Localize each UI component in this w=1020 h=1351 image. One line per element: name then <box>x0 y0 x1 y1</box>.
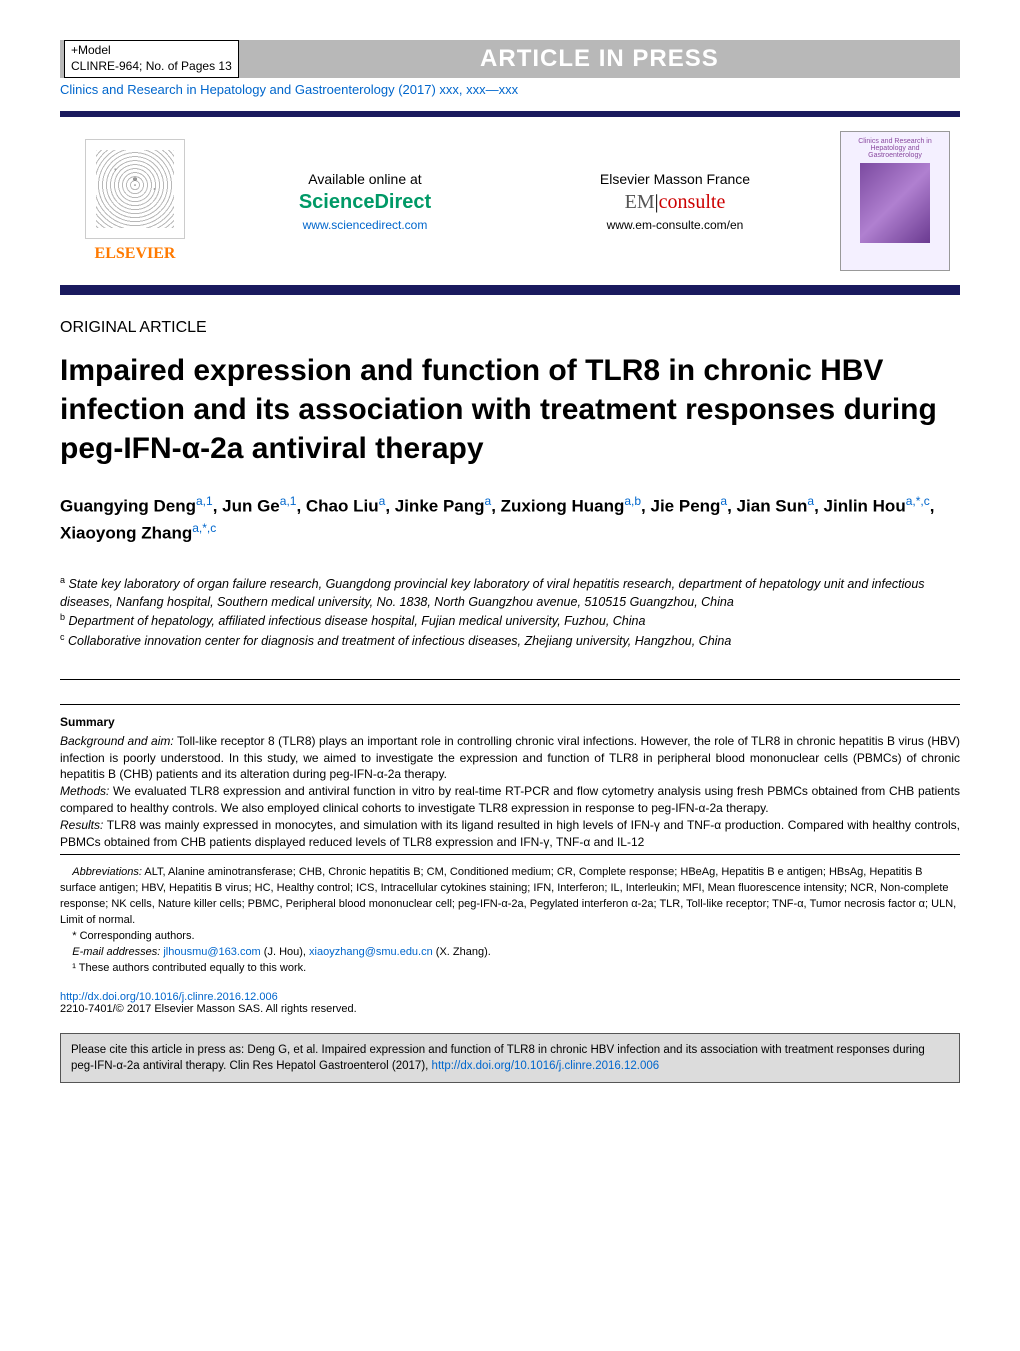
emconsulte-url[interactable]: www.em-consulte.com/en <box>530 218 820 232</box>
consulte-text: consulte <box>659 191 726 213</box>
summary-body: Background and aim: Toll-like receptor 8… <box>60 733 960 851</box>
page: +Model CLINRE-964; No. of Pages 13 ARTIC… <box>0 0 1020 1123</box>
affiliation-a: a State key laboratory of organ failure … <box>60 574 960 611</box>
journal-cover-thumbnail: Clinics and Research in Hepatology and G… <box>840 131 950 271</box>
model-line2: CLINRE-964; No. of Pages 13 <box>71 59 232 75</box>
sciencedirect-logo: ScienceDirect <box>220 191 510 214</box>
available-online-label: Available online at <box>220 171 510 187</box>
em-text: EM <box>625 191 655 213</box>
abbr-text: ALT, Alanine aminotransferase; CHB, Chro… <box>60 866 956 926</box>
article-title: Impaired expression and function of TLR8… <box>60 351 960 468</box>
citation-doi-link[interactable]: http://dx.doi.org/10.1016/j.clinre.2016.… <box>432 1060 660 1072</box>
affiliations: a State key laboratory of organ failure … <box>60 574 960 650</box>
equal-contribution-note: ¹ These authors contributed equally to t… <box>60 961 960 977</box>
journal-thumb-image <box>860 163 930 243</box>
model-line1: +Model <box>71 43 232 59</box>
summary-top-rule <box>60 704 960 705</box>
email-hou[interactable]: jlhousmu@163.com <box>163 946 260 958</box>
affiliation-b: b Department of hepatology, affiliated i… <box>60 611 960 631</box>
email-zhang[interactable]: xiaoyzhang@smu.edu.cn <box>309 946 433 958</box>
citation-box: Please cite this article in press as: De… <box>60 1033 960 1083</box>
results-text: TLR8 was mainly expressed in monocytes, … <box>60 818 960 849</box>
sciencedirect-column: Available online at ScienceDirect www.sc… <box>220 171 510 232</box>
abbreviations: Abbreviations: ALT, Alanine aminotransfe… <box>60 865 960 929</box>
email-zhang-name: (X. Zhang). <box>436 946 491 958</box>
masson-label: Elsevier Masson France <box>530 171 820 187</box>
email-label: E-mail addresses: <box>72 946 160 958</box>
results-label: Results: <box>60 818 103 832</box>
summary-heading: Summary <box>60 715 960 729</box>
elsevier-logo: ELSEVIER <box>70 139 200 263</box>
sciencedirect-url[interactable]: www.sciencedirect.com <box>220 218 510 232</box>
background-label: Background and aim: <box>60 734 174 748</box>
background-text: Toll-like receptor 8 (TLR8) plays an imp… <box>60 734 960 782</box>
summary-block: Summary Background and aim: Toll-like re… <box>60 679 960 856</box>
email-hou-name: (J. Hou), <box>264 946 306 958</box>
header-bar: +Model CLINRE-964; No. of Pages 13 ARTIC… <box>60 40 960 78</box>
article-in-press-banner: ARTICLE IN PRESS <box>239 45 960 73</box>
doi-link[interactable]: http://dx.doi.org/10.1016/j.clinre.2016.… <box>60 991 278 1003</box>
model-box: +Model CLINRE-964; No. of Pages 13 <box>64 40 239 77</box>
article-type: ORIGINAL ARTICLE <box>60 319 960 337</box>
email-line: E-mail addresses: jlhousmu@163.com (J. H… <box>60 945 960 961</box>
journal-reference: Clinics and Research in Hepatology and G… <box>60 82 960 97</box>
methods-label: Methods: <box>60 784 109 798</box>
emconsulte-column: Elsevier Masson France EM|consulte www.e… <box>530 171 820 232</box>
corresponding-note: * Corresponding authors. <box>60 929 960 945</box>
methods-text: We evaluated TLR8 expression and antivir… <box>60 784 960 815</box>
elsevier-tree-icon <box>85 139 185 239</box>
elsevier-text: ELSEVIER <box>95 245 176 263</box>
copyright-line: 2210-7401/© 2017 Elsevier Masson SAS. Al… <box>60 1003 357 1015</box>
footnotes: Abbreviations: ALT, Alanine aminotransfe… <box>60 865 960 977</box>
doi-block: http://dx.doi.org/10.1016/j.clinre.2016.… <box>60 991 960 1015</box>
abbr-label: Abbreviations: <box>72 866 142 878</box>
journal-thumb-title: Clinics and Research in Hepatology and G… <box>847 138 943 159</box>
affiliation-c: c Collaborative innovation center for di… <box>60 631 960 651</box>
emconsulte-logo: EM|consulte <box>530 191 820 214</box>
authors-list: Guangying Denga,1, Jun Gea,1, Chao Liua,… <box>60 492 960 546</box>
publisher-banner: ELSEVIER Available online at ScienceDire… <box>60 111 960 295</box>
